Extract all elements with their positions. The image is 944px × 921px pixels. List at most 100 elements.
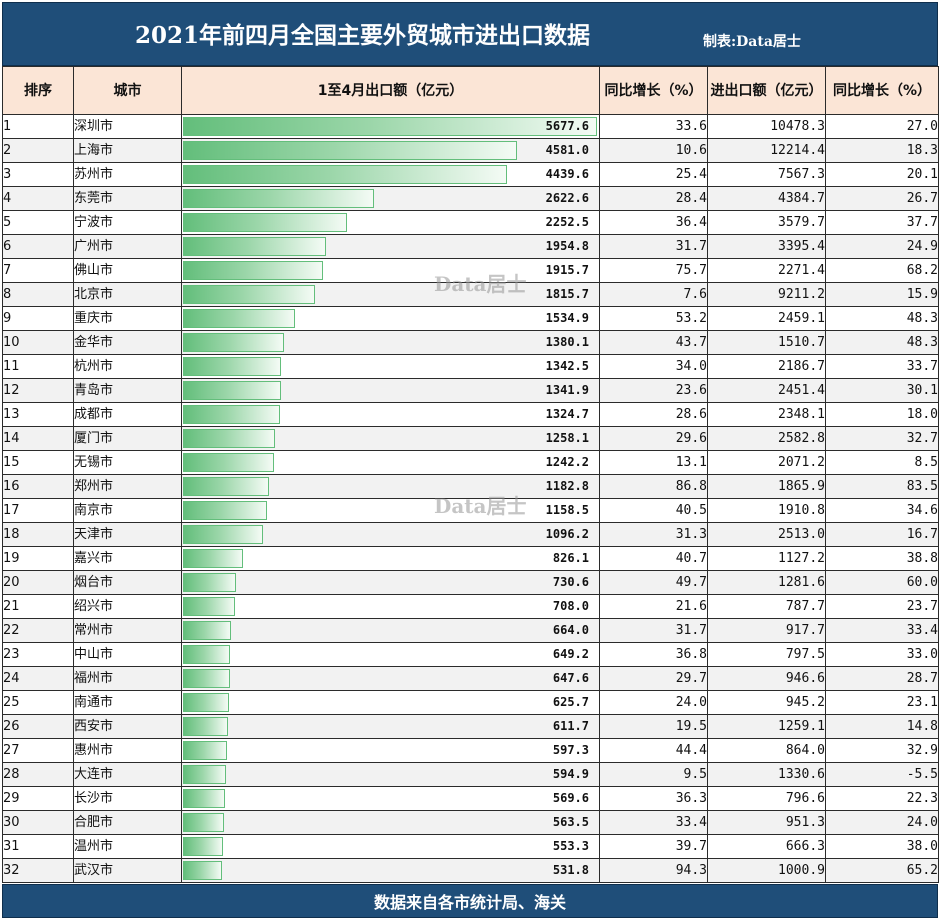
cell-export-growth[interactable]: 31.3 — [599, 522, 708, 547]
cell-export-growth[interactable]: 40.5 — [599, 498, 708, 523]
cell-export[interactable]: 531.8 — [181, 858, 600, 883]
cell-export-growth[interactable]: 33.4 — [599, 810, 708, 835]
cell-export-growth[interactable]: 13.1 — [599, 450, 708, 475]
cell-city[interactable]: 南京市 — [73, 498, 182, 523]
cell-export-growth[interactable]: 31.7 — [599, 234, 708, 259]
cell-rank[interactable]: 12 — [2, 378, 74, 403]
cell-city[interactable]: 成都市 — [73, 402, 182, 427]
cell-export[interactable]: 649.2 — [181, 642, 600, 667]
cell-export[interactable]: 1258.1 — [181, 426, 600, 451]
cell-rank[interactable]: 15 — [2, 450, 74, 475]
cell-rank[interactable]: 24 — [2, 666, 74, 691]
cell-trade[interactable]: 864.0 — [707, 738, 826, 763]
cell-rank[interactable]: 5 — [2, 210, 74, 235]
cell-export-growth[interactable]: 23.6 — [599, 378, 708, 403]
cell-trade-growth[interactable]: 65.2 — [825, 858, 939, 883]
cell-trade-growth[interactable]: 24.9 — [825, 234, 939, 259]
cell-rank[interactable]: 18 — [2, 522, 74, 547]
cell-rank[interactable]: 32 — [2, 858, 74, 883]
cell-export[interactable]: 1342.5 — [181, 354, 600, 379]
cell-export[interactable]: 1915.7 — [181, 258, 600, 283]
cell-rank[interactable]: 11 — [2, 354, 74, 379]
cell-trade[interactable]: 1127.2 — [707, 546, 826, 571]
header-trade[interactable]: 进出口额（亿元） — [707, 66, 826, 115]
cell-rank[interactable]: 16 — [2, 474, 74, 499]
cell-trade-growth[interactable]: 32.7 — [825, 426, 939, 451]
cell-trade[interactable]: 1510.7 — [707, 330, 826, 355]
header-export[interactable]: 1至4月出口额（亿元） — [181, 66, 600, 115]
cell-trade[interactable]: 796.6 — [707, 786, 826, 811]
cell-trade[interactable]: 951.3 — [707, 810, 826, 835]
cell-export-growth[interactable]: 9.5 — [599, 762, 708, 787]
cell-trade-growth[interactable]: 16.7 — [825, 522, 939, 547]
cell-trade-growth[interactable]: 23.1 — [825, 690, 939, 715]
cell-trade-growth[interactable]: 18.3 — [825, 138, 939, 163]
cell-export-growth[interactable]: 86.8 — [599, 474, 708, 499]
cell-trade-growth[interactable]: 20.1 — [825, 162, 939, 187]
cell-export-growth[interactable]: 44.4 — [599, 738, 708, 763]
cell-city[interactable]: 宁波市 — [73, 210, 182, 235]
cell-trade-growth[interactable]: 22.3 — [825, 786, 939, 811]
cell-export[interactable]: 594.9 — [181, 762, 600, 787]
cell-trade-growth[interactable]: -5.5 — [825, 762, 939, 787]
cell-trade-growth[interactable]: 30.1 — [825, 378, 939, 403]
cell-export-growth[interactable]: 19.5 — [599, 714, 708, 739]
cell-rank[interactable]: 3 — [2, 162, 74, 187]
cell-rank[interactable]: 10 — [2, 330, 74, 355]
cell-trade[interactable]: 9211.2 — [707, 282, 826, 307]
cell-export-growth[interactable]: 39.7 — [599, 834, 708, 859]
cell-city[interactable]: 西安市 — [73, 714, 182, 739]
cell-export[interactable]: 5677.6 — [181, 114, 600, 139]
cell-city[interactable]: 中山市 — [73, 642, 182, 667]
cell-export-growth[interactable]: 29.6 — [599, 426, 708, 451]
cell-city[interactable]: 福州市 — [73, 666, 182, 691]
cell-rank[interactable]: 19 — [2, 546, 74, 571]
header-city[interactable]: 城市 — [73, 66, 182, 115]
cell-export[interactable]: 1182.8 — [181, 474, 600, 499]
cell-rank[interactable]: 2 — [2, 138, 74, 163]
header-trade-growth[interactable]: 同比增长（%） — [825, 66, 939, 115]
cell-export[interactable]: 2252.5 — [181, 210, 600, 235]
cell-export-growth[interactable]: 94.3 — [599, 858, 708, 883]
cell-export-growth[interactable]: 25.4 — [599, 162, 708, 187]
cell-rank[interactable]: 13 — [2, 402, 74, 427]
cell-export-growth[interactable]: 36.4 — [599, 210, 708, 235]
cell-city[interactable]: 天津市 — [73, 522, 182, 547]
cell-rank[interactable]: 6 — [2, 234, 74, 259]
cell-export-growth[interactable]: 75.7 — [599, 258, 708, 283]
cell-rank[interactable]: 30 — [2, 810, 74, 835]
cell-trade[interactable]: 2459.1 — [707, 306, 826, 331]
cell-trade[interactable]: 945.2 — [707, 690, 826, 715]
cell-export[interactable]: 553.3 — [181, 834, 600, 859]
cell-trade-growth[interactable]: 60.0 — [825, 570, 939, 595]
cell-export[interactable]: 4439.6 — [181, 162, 600, 187]
cell-export[interactable]: 1341.9 — [181, 378, 600, 403]
cell-export[interactable]: 1815.7 — [181, 282, 600, 307]
cell-trade-growth[interactable]: 23.7 — [825, 594, 939, 619]
cell-city[interactable]: 杭州市 — [73, 354, 182, 379]
cell-export-growth[interactable]: 53.2 — [599, 306, 708, 331]
cell-rank[interactable]: 17 — [2, 498, 74, 523]
cell-trade[interactable]: 3395.4 — [707, 234, 826, 259]
cell-export[interactable]: 4581.0 — [181, 138, 600, 163]
cell-trade[interactable]: 917.7 — [707, 618, 826, 643]
cell-export-growth[interactable]: 36.3 — [599, 786, 708, 811]
cell-city[interactable]: 常州市 — [73, 618, 182, 643]
cell-export[interactable]: 1380.1 — [181, 330, 600, 355]
cell-city[interactable]: 长沙市 — [73, 786, 182, 811]
cell-export-growth[interactable]: 34.0 — [599, 354, 708, 379]
cell-trade-growth[interactable]: 24.0 — [825, 810, 939, 835]
cell-trade-growth[interactable]: 33.7 — [825, 354, 939, 379]
cell-export[interactable]: 569.6 — [181, 786, 600, 811]
cell-export-growth[interactable]: 36.8 — [599, 642, 708, 667]
cell-trade-growth[interactable]: 18.0 — [825, 402, 939, 427]
cell-rank[interactable]: 22 — [2, 618, 74, 643]
cell-export[interactable]: 1242.2 — [181, 450, 600, 475]
cell-export-growth[interactable]: 7.6 — [599, 282, 708, 307]
cell-export[interactable]: 597.3 — [181, 738, 600, 763]
cell-export[interactable]: 625.7 — [181, 690, 600, 715]
cell-rank[interactable]: 26 — [2, 714, 74, 739]
cell-rank[interactable]: 9 — [2, 306, 74, 331]
cell-trade-growth[interactable]: 83.5 — [825, 474, 939, 499]
cell-trade-growth[interactable]: 37.7 — [825, 210, 939, 235]
